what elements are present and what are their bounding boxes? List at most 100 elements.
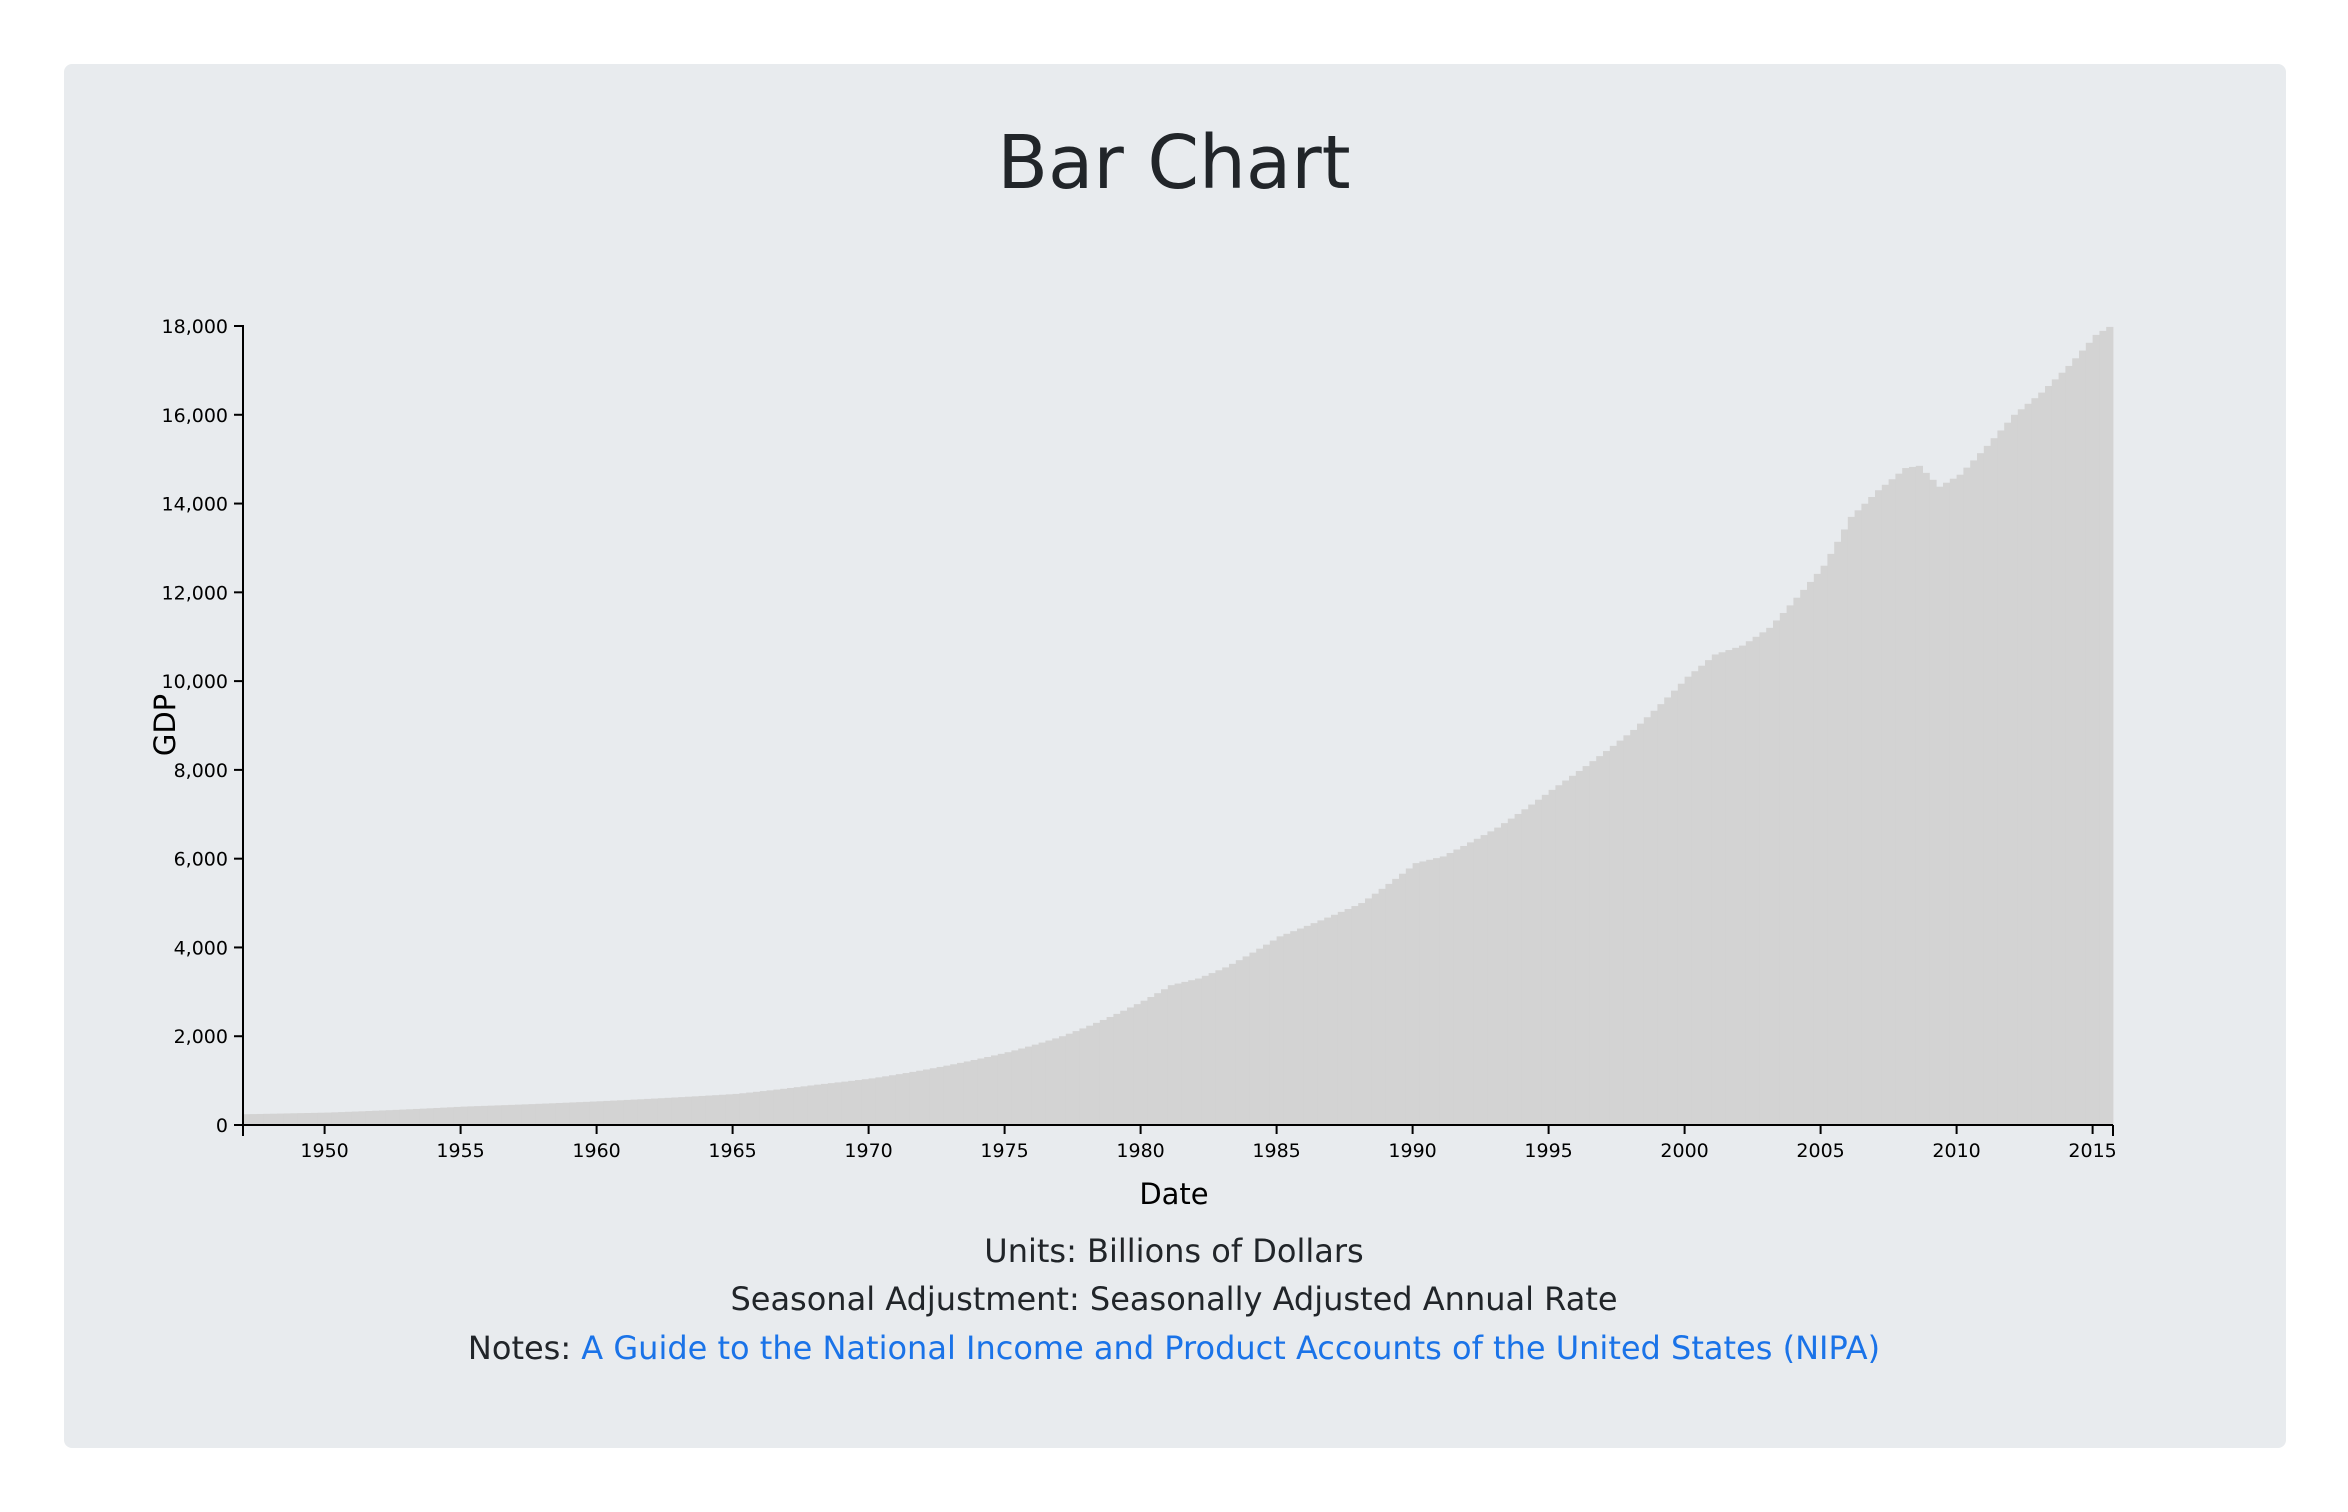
bar xyxy=(270,1113,278,1125)
bar xyxy=(977,1058,985,1125)
bar xyxy=(1997,430,2005,1125)
bar xyxy=(317,1112,325,1125)
bar xyxy=(1385,883,1393,1125)
bar xyxy=(623,1099,631,1125)
bar xyxy=(2031,398,2039,1125)
bar xyxy=(1521,809,1529,1125)
bar xyxy=(1099,1019,1107,1125)
bar xyxy=(773,1089,781,1125)
bar xyxy=(1868,497,1876,1125)
bar xyxy=(712,1095,720,1125)
x-tick-label: 2015 xyxy=(2068,1140,2116,1162)
bar xyxy=(997,1053,1005,1125)
bar xyxy=(1507,818,1515,1125)
x-tick-label: 1950 xyxy=(300,1140,348,1162)
bar xyxy=(426,1108,434,1125)
bar xyxy=(861,1079,869,1125)
bar xyxy=(331,1112,339,1125)
bar xyxy=(1956,474,1964,1125)
bar xyxy=(1977,453,1985,1125)
bar xyxy=(1807,581,1815,1125)
bar xyxy=(1399,873,1407,1125)
x-tick-label: 2000 xyxy=(1660,1140,1708,1162)
bar xyxy=(705,1095,713,1125)
bar xyxy=(1589,761,1597,1125)
bars-group xyxy=(243,326,2114,1126)
bar xyxy=(2072,358,2080,1125)
bar xyxy=(698,1095,706,1125)
y-tick-label: 14,000 xyxy=(162,494,228,516)
nipa-guide-link[interactable]: A Guide to the National Income and Produ… xyxy=(581,1329,1881,1367)
bar xyxy=(447,1107,455,1125)
bar xyxy=(1093,1022,1101,1125)
bar xyxy=(800,1086,808,1125)
x-tick-label: 1955 xyxy=(436,1140,484,1162)
bar xyxy=(807,1085,815,1125)
bar xyxy=(562,1102,570,1125)
bar xyxy=(358,1111,366,1125)
bar xyxy=(528,1104,536,1125)
bar xyxy=(1229,963,1237,1125)
bar xyxy=(1616,740,1624,1125)
bar xyxy=(1412,863,1420,1125)
bar xyxy=(1181,981,1189,1125)
bar xyxy=(1317,920,1325,1125)
bar xyxy=(991,1055,999,1125)
y-tick-label: 8,000 xyxy=(174,760,228,782)
bar xyxy=(766,1090,774,1125)
x-tick-label: 1975 xyxy=(980,1140,1028,1162)
bar xyxy=(521,1104,529,1125)
bar xyxy=(2024,403,2032,1125)
units-text: Units: Billions of Dollars xyxy=(984,1232,1364,1270)
bar xyxy=(1922,472,1930,1126)
bar xyxy=(1963,467,1971,1125)
bar xyxy=(1623,735,1631,1125)
bar xyxy=(644,1098,652,1125)
bar xyxy=(1487,831,1495,1125)
bar xyxy=(263,1113,271,1125)
x-tick-label: 1965 xyxy=(708,1140,756,1162)
notes-line: Notes: A Guide to the National Income an… xyxy=(0,1328,2348,1368)
bar xyxy=(515,1104,523,1125)
bar xyxy=(630,1099,638,1125)
bar xyxy=(834,1082,842,1125)
bar xyxy=(508,1104,516,1125)
bar xyxy=(1025,1046,1033,1125)
bar xyxy=(1732,647,1740,1125)
bar xyxy=(1637,723,1645,1125)
bar xyxy=(1045,1040,1053,1125)
bar xyxy=(1324,917,1332,1125)
bar xyxy=(1943,482,1951,1126)
bar xyxy=(1480,835,1488,1125)
bar xyxy=(419,1108,427,1125)
bar xyxy=(1609,745,1617,1125)
x-tick-label: 1985 xyxy=(1252,1140,1300,1162)
bar xyxy=(1011,1050,1019,1125)
y-tick-label: 18,000 xyxy=(162,316,228,338)
bar xyxy=(746,1092,754,1125)
bar xyxy=(1711,654,1719,1125)
bar xyxy=(453,1106,461,1125)
bar xyxy=(1249,952,1257,1125)
bar xyxy=(1392,878,1400,1125)
y-tick-label: 10,000 xyxy=(162,671,228,693)
bar xyxy=(1800,589,1808,1125)
bar xyxy=(487,1105,495,1125)
bar xyxy=(1820,565,1828,1125)
bar xyxy=(243,1114,251,1125)
bar xyxy=(787,1087,795,1125)
bar xyxy=(1936,486,1944,1125)
bar xyxy=(1161,989,1169,1125)
bar xyxy=(984,1056,992,1125)
bar xyxy=(1949,478,1957,1126)
x-tick-label: 1990 xyxy=(1388,1140,1436,1162)
bar xyxy=(1154,993,1162,1125)
x-tick-label: 1980 xyxy=(1116,1140,1164,1162)
bar xyxy=(1031,1044,1039,1125)
bar xyxy=(889,1075,897,1125)
bar xyxy=(1698,665,1706,1125)
bar xyxy=(739,1093,747,1125)
bar xyxy=(848,1080,856,1125)
bar xyxy=(1052,1038,1060,1125)
bar xyxy=(290,1113,298,1125)
